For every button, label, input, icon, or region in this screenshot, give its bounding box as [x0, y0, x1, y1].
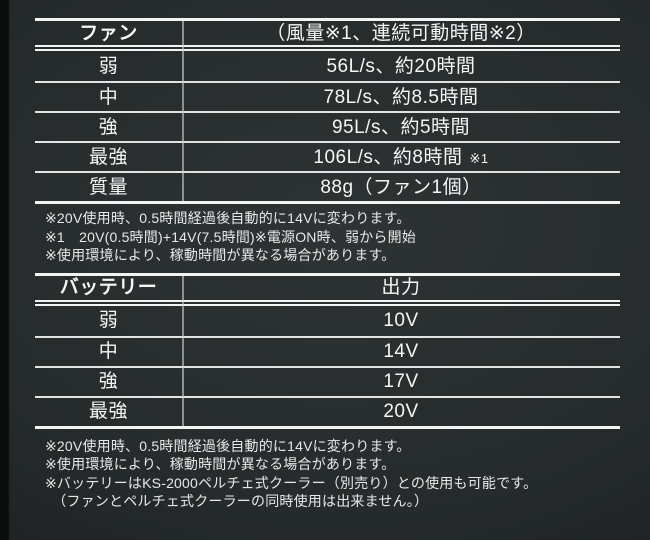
table-row: 強 17V	[35, 365, 620, 396]
battery-table-notes: ※20V使用時、0.5時間経過後自動的に14Vに変わります。 ※使用環境により、…	[35, 437, 620, 511]
row-label: 最強	[88, 146, 128, 168]
battery-table-header-row: バッテリー 出力	[35, 276, 620, 306]
battery-spec-table: バッテリー 出力 弱 10V 中 14V 強 17V 最強 20V	[35, 272, 620, 429]
row-label: 強	[98, 116, 119, 138]
note-line: ※20V使用時、0.5時間経過後自動的に14Vに変わります。	[45, 437, 411, 454]
row-value: 95L/s、約5時間	[182, 118, 620, 137]
note-line: ※バッテリーはKS-2000ペルチェ式クーラー（別売り）との使用も可能です。	[45, 474, 538, 491]
table-row: 弱 56L/s、約20時間	[35, 51, 620, 81]
row-value: 78L/s、約8.5時間	[182, 88, 620, 107]
table-row: 中 14V	[35, 335, 620, 366]
row-value-text: 17V	[383, 371, 419, 392]
row-label: 最強	[88, 401, 128, 422]
row-value-text: 14V	[383, 341, 419, 362]
row-label: 質量	[88, 176, 128, 198]
note-line: ※1 20V(0.5時間)+14V(7.5時間)※電源ON時、弱から開始	[45, 228, 417, 245]
fan-table-header-value: （風量※1、連続可動時間※2）	[266, 22, 536, 44]
battery-table-column-divider	[182, 275, 184, 426]
note-line: ※使用環境により、稼動時間が異なる場合があります。	[45, 247, 396, 263]
row-label: 弱	[98, 55, 119, 77]
table-row: 最強 106L/s、約8時間 ※1	[35, 141, 620, 171]
row-value: 14V	[182, 342, 620, 361]
row-value-text: 10V	[383, 310, 419, 331]
table-row: 最強 20V	[35, 395, 620, 426]
fan-table-column-divider	[182, 21, 184, 201]
row-value-text: 56L/s、約20時間	[326, 55, 476, 77]
table-row: 質量 88g（ファン1個）	[35, 171, 620, 201]
table-row: 強 95L/s、約5時間	[35, 111, 620, 141]
fan-spec-table: ファン （風量※1、連続可動時間※2） 弱 56L/s、約20時間 中 78L/…	[35, 18, 620, 204]
row-value: 10V	[182, 311, 620, 330]
table-row: 弱 10V	[35, 306, 620, 336]
battery-table-title: バッテリー	[59, 277, 158, 298]
row-value: 20V	[182, 402, 620, 421]
note-line: （ファンとペルチェ式クーラーの同時使用は出来ません。）	[45, 493, 429, 509]
row-value-text: 88g（ファン1個）	[320, 176, 482, 198]
row-label: 中	[98, 341, 119, 362]
row-value-text: 106L/s、約8時間	[313, 146, 463, 168]
note-line: ※使用環境により、稼動時間が異なる場合があります。	[45, 456, 396, 472]
row-value-footnote-ref: ※1	[469, 151, 489, 166]
row-label: 強	[98, 371, 119, 392]
fan-table-header-row: ファン （風量※1、連続可動時間※2）	[35, 21, 620, 51]
row-value: 56L/s、約20時間	[182, 57, 620, 76]
fan-table-body: 弱 56L/s、約20時間 中 78L/s、約8.5時間 強 95L/s、約5時…	[35, 51, 620, 201]
row-value-text: 20V	[383, 401, 419, 422]
row-value: 106L/s、約8時間 ※1	[182, 148, 620, 167]
table-row: 中 78L/s、約8.5時間	[35, 81, 620, 111]
row-value: 88g（ファン1個）	[182, 178, 620, 197]
row-label: 弱	[98, 310, 119, 331]
row-value: 17V	[182, 372, 620, 391]
row-value-text: 78L/s、約8.5時間	[323, 86, 479, 108]
note-line: ※20V使用時、0.5時間経過後自動的に14Vに変わります。	[45, 210, 411, 226]
row-label: 中	[98, 86, 119, 108]
battery-table-header-value: 出力	[381, 277, 421, 298]
fan-table-title: ファン	[79, 22, 138, 44]
fan-table-notes: ※20V使用時、0.5時間経過後自動的に14Vに変わります。 ※1 20V(0.…	[35, 209, 620, 265]
battery-table-body: 弱 10V 中 14V 強 17V 最強 20V	[35, 306, 620, 426]
row-value-text: 95L/s、約5時間	[331, 116, 471, 138]
